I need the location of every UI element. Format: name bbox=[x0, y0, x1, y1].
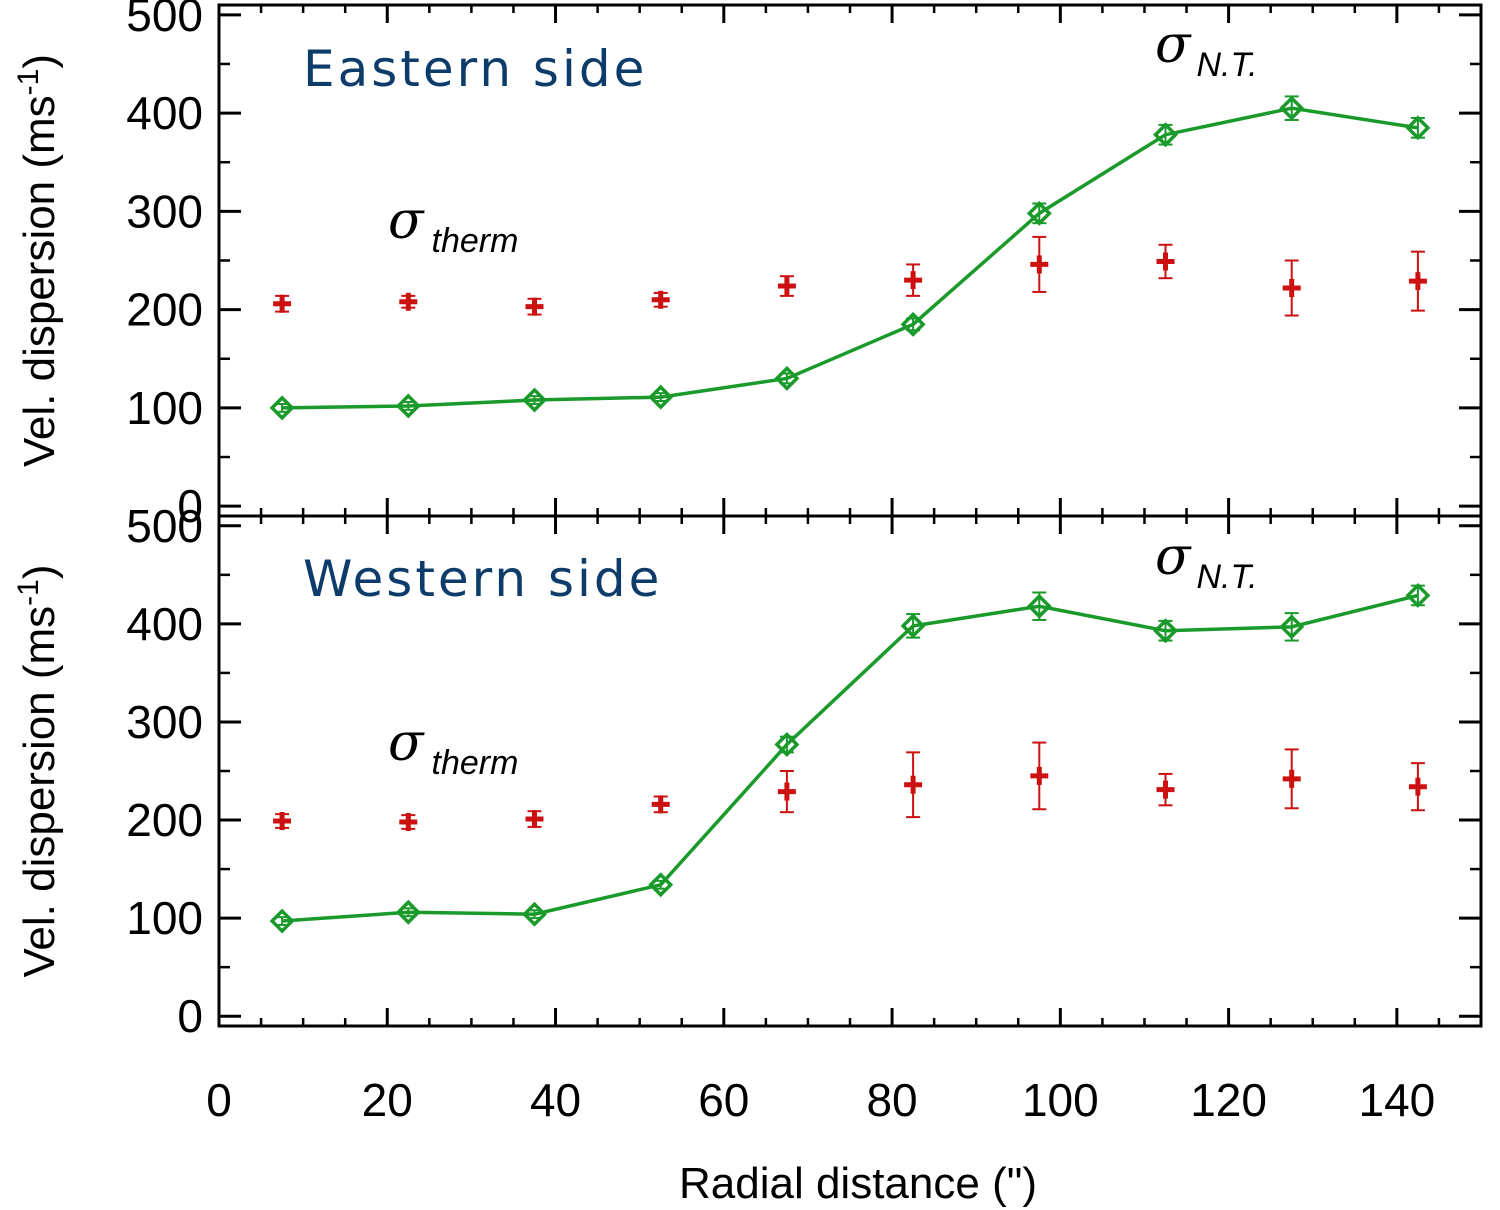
nonthermal-point bbox=[1153, 122, 1178, 148]
sigma-thermal-label: σ therm bbox=[388, 713, 518, 782]
panel-title: Western side bbox=[303, 550, 662, 608]
nonthermal-point bbox=[395, 393, 421, 419]
sigma-nonthermal-label: σ N.T. bbox=[1155, 527, 1258, 596]
y-axis-label-end: ) bbox=[15, 54, 64, 69]
sigma-symbol: σ bbox=[1155, 15, 1192, 75]
y-axis-label: Vel. dispersion (ms-1) bbox=[12, 54, 64, 467]
nonthermal-line bbox=[281, 593, 1419, 923]
sigma-symbol: σ bbox=[388, 713, 425, 773]
y-tick-label: 300 bbox=[126, 696, 203, 748]
x-tick-label: 120 bbox=[1190, 1074, 1267, 1126]
sigma-subscript: therm bbox=[432, 744, 519, 782]
x-tick-label: 40 bbox=[530, 1074, 581, 1126]
sigma-subscript: therm bbox=[432, 222, 519, 260]
nonthermal-point bbox=[1279, 614, 1305, 640]
y-tick-label: 500 bbox=[126, 500, 203, 552]
nonthermal-point bbox=[1153, 618, 1178, 644]
y-axis-label-end: ) bbox=[15, 564, 64, 579]
nonthermal-point bbox=[1279, 95, 1305, 121]
y-tick-label: 300 bbox=[126, 185, 203, 237]
nonthermal-point bbox=[648, 872, 674, 898]
sigma-subscript: N.T. bbox=[1197, 46, 1258, 84]
nonthermal-point bbox=[1405, 115, 1431, 141]
y-tick-label: 400 bbox=[126, 87, 203, 139]
nonthermal-point bbox=[1405, 582, 1431, 608]
y-tick-label: 200 bbox=[126, 794, 203, 846]
sigma-symbol: σ bbox=[1155, 527, 1192, 587]
nonthermal-point bbox=[900, 613, 926, 639]
y-axis-label-sup: -1 bbox=[12, 69, 45, 96]
western-panel: 0 100 200 300 400 500 0 20 40 60 80 100 120 140 Vel. d… bbox=[12, 500, 1483, 1126]
x-tick-label: 100 bbox=[1022, 1074, 1099, 1126]
y-tick-label: 500 bbox=[126, 0, 203, 41]
nonthermal-point bbox=[1026, 200, 1052, 226]
y-tick-label: 100 bbox=[126, 382, 203, 434]
nonthermal-point bbox=[395, 899, 421, 925]
x-axis-label: Radial distance (") bbox=[679, 1159, 1037, 1208]
y-tick-label: 0 bbox=[177, 480, 203, 532]
x-tick-label: 60 bbox=[698, 1074, 749, 1126]
y-axis-label-sup: -1 bbox=[12, 579, 45, 606]
y-tick-label: 400 bbox=[126, 598, 203, 650]
panel-title: Eastern side bbox=[303, 40, 647, 98]
nonthermal-point bbox=[774, 365, 800, 391]
y-axis-label: Vel. dispersion (ms-1) bbox=[12, 564, 64, 977]
nonthermal-point bbox=[648, 384, 674, 410]
nonthermal-line bbox=[282, 106, 1419, 410]
nonthermal-point bbox=[900, 311, 926, 337]
nonthermal-point bbox=[269, 395, 295, 421]
nonthermal-point bbox=[774, 732, 800, 757]
x-tick-label: 20 bbox=[362, 1074, 413, 1126]
y-tick-label: 0 bbox=[177, 990, 203, 1042]
x-tick-label: 80 bbox=[866, 1074, 917, 1126]
y-axis-label-main: Vel. dispersion (ms bbox=[15, 95, 64, 467]
sigma-nonthermal-label: σ N.T. bbox=[1155, 15, 1258, 84]
nonthermal-point bbox=[269, 908, 295, 934]
x-tick-label: 0 bbox=[206, 1074, 232, 1126]
y-axis-label-main: Vel. dispersion (ms bbox=[15, 606, 64, 978]
y-tick-label: 100 bbox=[126, 892, 203, 944]
y-tick-label: 200 bbox=[126, 284, 203, 336]
eastern-panel: 0 100 200 300 400 500 Vel. dispersion (ms-1) Ea… bbox=[12, 0, 1483, 532]
nonthermal-point bbox=[522, 901, 547, 927]
sigma-subscript: N.T. bbox=[1197, 558, 1258, 596]
sigma-symbol: σ bbox=[388, 191, 425, 251]
nonthermal-point bbox=[1026, 593, 1052, 619]
nonthermal-point bbox=[522, 387, 547, 413]
sigma-thermal-label: σ therm bbox=[388, 191, 518, 260]
x-tick-label: 140 bbox=[1358, 1074, 1435, 1126]
